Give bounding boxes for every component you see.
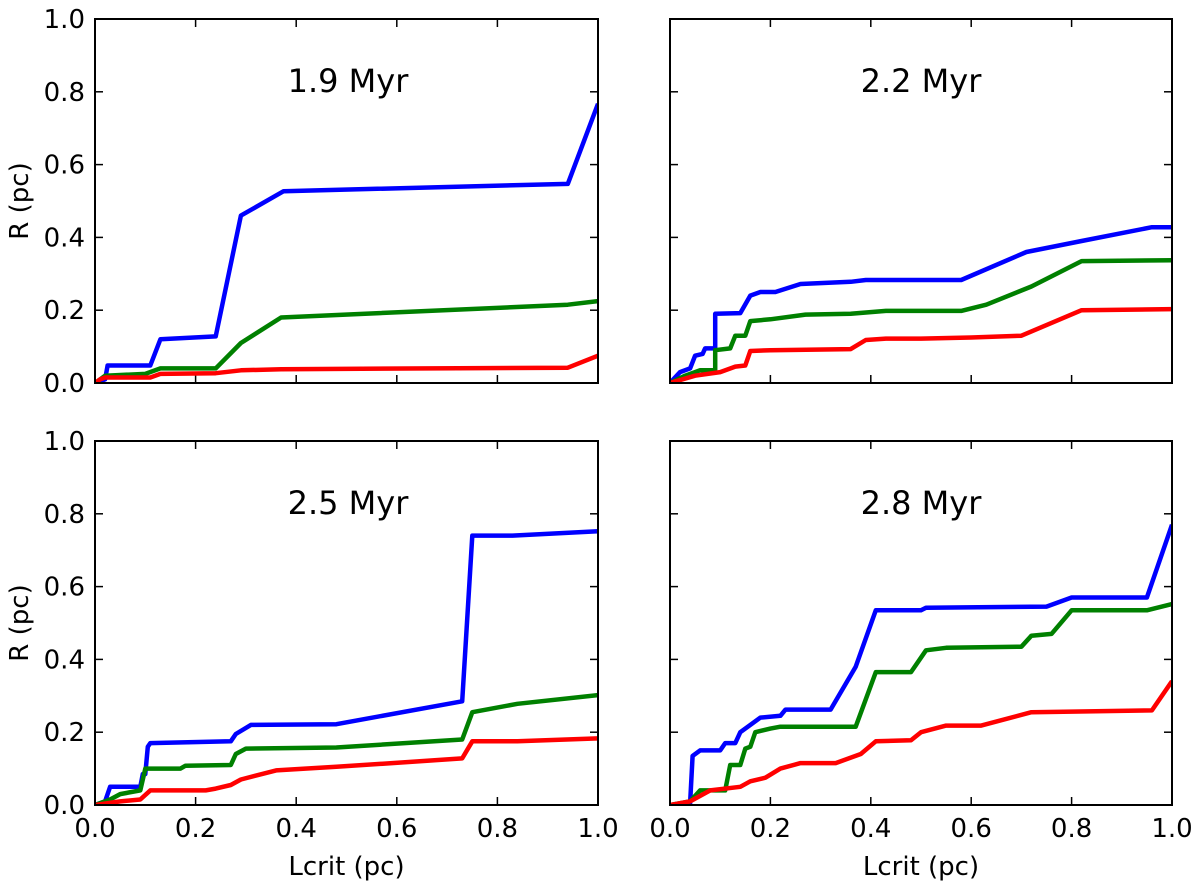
panel-1: 0.0 0.2 0.4 0.6 0.8 1.0 1.9 Myr R (pc) <box>5 5 599 399</box>
axes-frame <box>94 440 599 806</box>
x-tick-label: 0.4 <box>276 814 317 844</box>
series-line-blue <box>95 103 598 383</box>
x-axis-label: Lcrit (pc) <box>288 852 404 882</box>
series-line-green <box>670 258 1172 383</box>
series-line-blue <box>670 523 1172 805</box>
y-tick-label: 0.2 <box>44 296 85 326</box>
axes-frame <box>669 440 1173 806</box>
x-tick-label: 0.8 <box>1051 814 1092 844</box>
y-tick-label: 0.0 <box>44 369 85 399</box>
y-tick-label: 0.4 <box>44 645 85 675</box>
x-tick-label: 0.0 <box>74 814 115 844</box>
panel-2: 2.2 Myr <box>669 18 1173 384</box>
panel-title: 2.2 Myr <box>861 62 983 100</box>
series-line-red <box>95 353 598 383</box>
y-tick-label: 1.0 <box>44 427 85 457</box>
x-tick-label: 1.0 <box>577 814 618 844</box>
x-tick-label: 0.2 <box>175 814 216 844</box>
y-tick-label: 0.2 <box>44 718 85 748</box>
y-tick-label: 0.6 <box>44 573 85 603</box>
x-tick-label: 0.6 <box>376 814 417 844</box>
series-line-green <box>95 692 598 805</box>
axes-frame <box>669 18 1173 384</box>
series-line-red <box>95 736 598 805</box>
x-tick-label: 1.0 <box>1151 814 1192 844</box>
panel-4: 0.0 0.2 0.4 0.6 0.8 1.0 2.8 Myr Lcrit (pc) <box>649 440 1193 882</box>
panel-3: 0.00.0 0.2 0.2 0.4 0.4 0.6 0.6 0.8 0.8 1.0 1.0 2.5 … <box>5 427 619 882</box>
x-tick-label: 0.6 <box>951 814 992 844</box>
y-tick-label: 0.8 <box>44 500 85 530</box>
y-tick-label: 0.6 <box>44 151 85 181</box>
x-tick-label: 0.2 <box>750 814 791 844</box>
y-tick-label: 0.8 <box>44 78 85 108</box>
panel-title: 2.8 Myr <box>861 484 983 522</box>
series-line-green <box>670 601 1172 805</box>
axes-frame <box>94 18 599 384</box>
x-tick-label: 0.4 <box>850 814 891 844</box>
x-axis-label: Lcrit (pc) <box>863 852 979 882</box>
panel-title: 1.9 Myr <box>288 62 410 100</box>
series-line-blue <box>670 224 1172 383</box>
y-axis-label: R (pc) <box>5 162 35 239</box>
series-line-red <box>670 306 1172 383</box>
panel-title: 2.5 Myr <box>288 484 410 522</box>
series-line-blue <box>95 529 598 805</box>
x-tick-label: 0.0 <box>649 814 690 844</box>
series-line-red <box>670 679 1172 805</box>
x-tick-label: 0.8 <box>477 814 518 844</box>
y-axis-label: R (pc) <box>5 584 35 661</box>
y-tick-label: 0.4 <box>44 223 85 253</box>
y-tick-label: 1.0 <box>44 5 85 35</box>
y-tick-label: 0.0 <box>44 791 85 821</box>
